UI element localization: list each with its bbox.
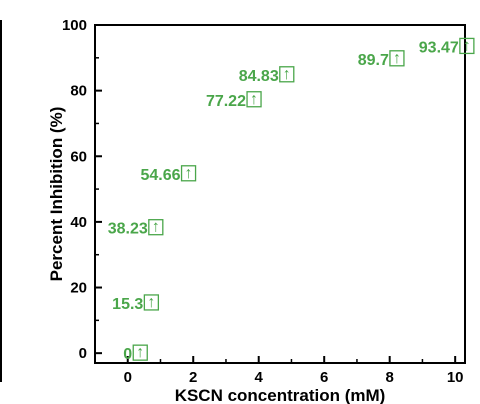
up-arrow-icon: ↑ [463, 37, 471, 54]
y-tick-label: 0 [79, 345, 87, 362]
x-tick-label: 10 [447, 369, 464, 386]
x-tick-label: 4 [255, 369, 264, 386]
label-box-glyph [389, 50, 405, 67]
y-axis-ticks: 0 20 40 60 80 100 [62, 17, 102, 362]
y-tick-label: 20 [70, 280, 87, 297]
up-arrow-icon: ↑ [185, 165, 193, 182]
data-label: 38.23 [108, 221, 148, 238]
up-arrow-icon: ↑ [136, 344, 144, 361]
label-box-glyph [279, 66, 295, 83]
x-axis-title: KSCN concentration (mM) [175, 386, 386, 404]
y-tick-label: 40 [70, 214, 87, 231]
x-axis-ticks: 0 2 4 6 8 10 [124, 356, 464, 386]
data-label: 0 [123, 346, 132, 363]
x-tick-label: 6 [320, 369, 328, 386]
label-box-glyph [180, 165, 197, 182]
y-tick-label: 60 [70, 148, 87, 165]
up-arrow-icon: ↑ [152, 219, 160, 236]
up-arrow-icon: ↑ [393, 50, 401, 67]
up-arrow-icon: ↑ [250, 91, 258, 108]
x-tick-label: 0 [124, 369, 132, 386]
data-label: 93.47 [419, 39, 459, 56]
x-tick-label: 8 [386, 369, 394, 386]
up-arrow-icon: ↑ [147, 294, 155, 311]
up-arrow-icon: ↑ [283, 66, 291, 83]
y-axis-title: Percent Inhibition (%) [47, 107, 66, 282]
plot-frame [94, 24, 466, 364]
data-label: 54.66 [140, 167, 180, 184]
data-label: 77.22 [206, 93, 246, 110]
label-box-glyph [132, 344, 148, 361]
left-edge-line [0, 20, 2, 382]
data-label: 15.3 [112, 296, 143, 313]
label-box-glyph [143, 294, 160, 311]
x-tick-label: 2 [189, 369, 197, 386]
data-label: 89.7 [358, 52, 389, 69]
label-box-glyph [459, 37, 475, 55]
data-label: 84.83 [239, 68, 279, 85]
label-box-glyph [246, 91, 262, 108]
data-labels: 0 ↑15.3 ↑38.23 ↑54.66 ↑77.22 ↑84.83 ↑89.7 ↑93.4… [108, 37, 475, 363]
y-tick-label: 80 [70, 83, 87, 100]
label-box-glyph [148, 219, 164, 236]
y-tick-label: 100 [62, 17, 87, 34]
